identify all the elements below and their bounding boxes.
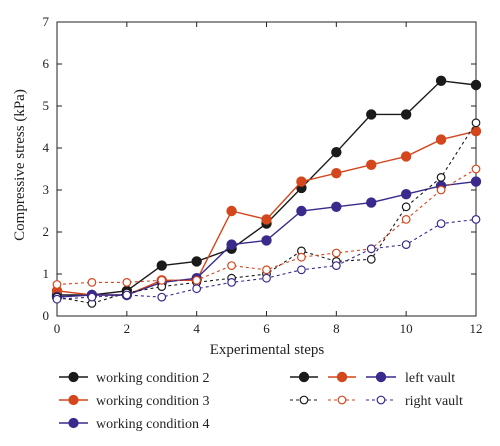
data-point	[226, 239, 237, 250]
series-layer	[51, 75, 482, 308]
legend-marker	[68, 371, 79, 383]
data-point	[401, 202, 411, 212]
legend-marker	[68, 394, 79, 406]
legend-group-marker	[375, 371, 387, 383]
legend: working condition 2 working condition 3 wo…	[59, 371, 463, 432]
legend-group-label: right vault	[405, 394, 463, 409]
data-point	[471, 214, 481, 224]
data-point	[297, 265, 306, 275]
y-tick-label: 1	[43, 266, 50, 281]
data-point	[471, 118, 481, 128]
data-point	[470, 176, 482, 187]
legend-group-marker	[337, 395, 347, 405]
y-tick-label: 2	[43, 224, 50, 239]
legend-group-marker	[298, 371, 310, 383]
data-point	[331, 146, 342, 158]
data-point	[262, 265, 271, 275]
series-line	[57, 80, 477, 296]
data-point	[261, 235, 272, 246]
data-point	[261, 214, 272, 225]
data-point	[262, 273, 271, 283]
legend-group-label: left vault	[405, 371, 455, 386]
data-point	[122, 278, 132, 287]
series-line	[56, 218, 477, 300]
data-point	[87, 292, 97, 302]
data-point	[366, 197, 377, 208]
data-point	[157, 292, 167, 302]
legend-label: working condition 4	[96, 417, 210, 432]
data-point	[471, 164, 481, 174]
data-point	[436, 185, 446, 195]
data-point	[296, 205, 307, 217]
data-point	[227, 278, 236, 287]
x-tick-label: 6	[263, 321, 270, 336]
data-point	[470, 79, 482, 91]
data-point	[87, 278, 97, 287]
y-axis-title: Compressive stress (kPa)	[12, 89, 28, 241]
data-point	[331, 167, 342, 179]
legend-group-marker	[299, 395, 309, 405]
data-point	[297, 252, 306, 262]
data-point	[157, 275, 167, 285]
data-point	[331, 201, 342, 212]
legend-label: working condition 2	[96, 371, 210, 386]
y-tick-label: 6	[43, 56, 50, 71]
data-point	[191, 256, 202, 267]
data-point	[436, 219, 446, 229]
data-point	[366, 254, 376, 264]
y-tick-label: 7	[43, 14, 50, 29]
x-tick-label: 10	[400, 321, 413, 336]
data-point	[52, 294, 62, 304]
legend-group-marker	[336, 371, 348, 383]
legend-label: working condition 3	[96, 394, 210, 409]
data-point	[366, 244, 376, 254]
legend-group-marker	[376, 395, 386, 405]
y-tick-label: 4	[43, 140, 50, 155]
x-tick-label: 12	[470, 321, 483, 336]
y-tick-label: 5	[43, 98, 50, 113]
data-point	[156, 260, 167, 271]
data-point	[366, 159, 377, 170]
data-point	[226, 205, 237, 217]
data-point	[192, 275, 202, 285]
data-point	[331, 248, 341, 258]
series-right-working-condition-4	[52, 214, 481, 304]
x-tick-label: 2	[124, 321, 131, 336]
y-tick-label: 0	[43, 308, 50, 323]
x-tick-label: 8	[333, 321, 340, 336]
data-point	[435, 75, 447, 87]
data-point	[400, 151, 412, 162]
legend-marker	[68, 417, 79, 429]
x-tick-label: 0	[54, 321, 61, 336]
series-left-working-condition-4	[51, 176, 482, 303]
data-point	[401, 214, 411, 224]
data-point	[331, 261, 341, 271]
data-point	[122, 290, 132, 300]
data-point	[436, 172, 446, 182]
y-tick-label: 3	[43, 182, 50, 197]
data-point	[227, 261, 236, 271]
data-point	[296, 176, 307, 187]
x-axis-title: Experimental steps	[210, 342, 325, 358]
data-point	[400, 188, 412, 200]
data-point	[52, 280, 62, 289]
data-point	[400, 109, 412, 120]
data-point	[366, 109, 377, 120]
data-point	[192, 284, 202, 294]
x-tick-label: 4	[193, 321, 200, 336]
data-point	[401, 240, 411, 250]
data-point	[435, 134, 447, 145]
